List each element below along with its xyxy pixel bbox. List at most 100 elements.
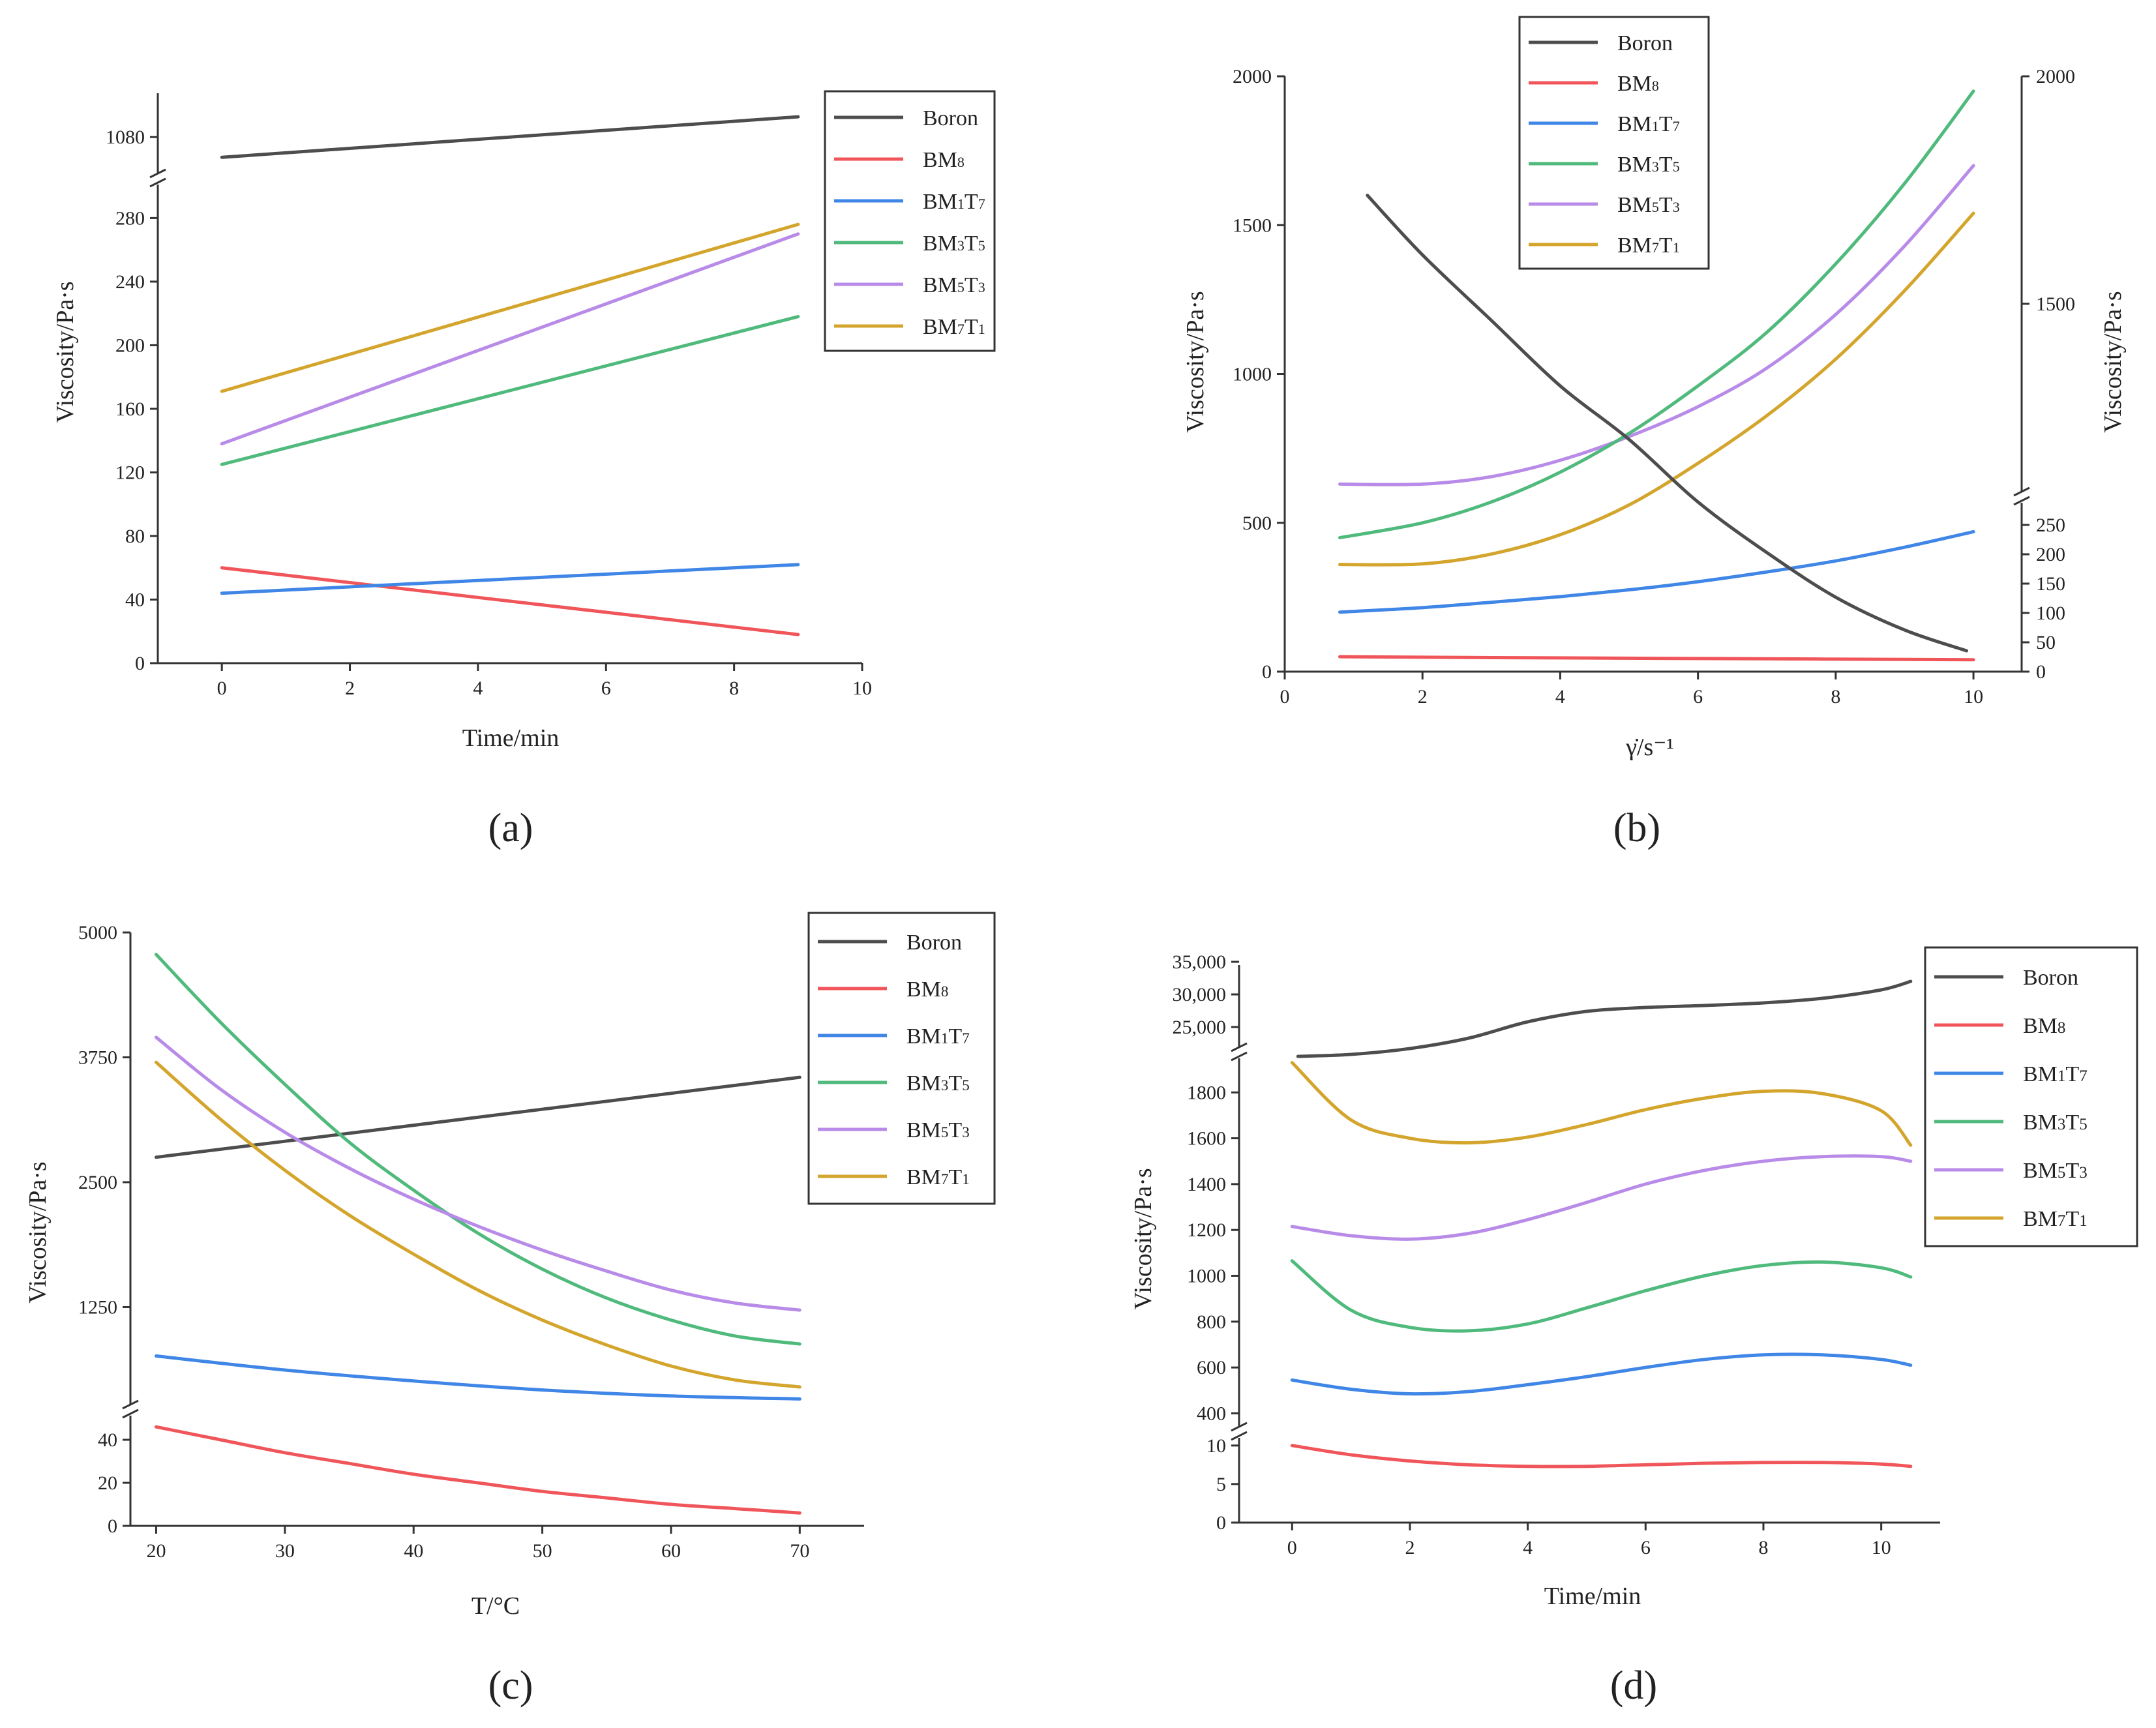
panel-c-legend-label-bm8: BM8 bbox=[906, 977, 948, 1002]
panel-a-chart: 0 2 4 6 8 10040801201602002402801080BoronBM8B… bbox=[52, 90, 996, 850]
panel-a-series-bm1t7-line bbox=[220, 563, 800, 595]
panel-b-y-right-tick-label: 1500 bbox=[2036, 293, 2075, 315]
panel-d-x-tick-label: 6 bbox=[1641, 1537, 1651, 1558]
panel-a-x-tick-label: 0 bbox=[217, 678, 227, 699]
panel-a-legend-label-boron: Boron bbox=[923, 106, 978, 130]
panel-a-legend-label-bm3t5: BM3T5 bbox=[923, 231, 985, 256]
panel-c-x-tick-label: 20 bbox=[146, 1540, 166, 1562]
panel-d-series-bm7t1-line bbox=[1290, 1061, 1913, 1147]
panel-b-series-bm3t5-line bbox=[1338, 89, 1975, 540]
panel-b-axis-break-1 bbox=[2013, 486, 2031, 506]
panel-a-y-tick-label: 120 bbox=[115, 462, 145, 483]
panel-d-y-tick-label: 25,000 bbox=[1173, 1017, 1227, 1038]
panel-b-x-tick-label: 4 bbox=[1555, 686, 1565, 708]
panel-d-y-tick-label: 1000 bbox=[1187, 1266, 1226, 1287]
panel-d-y-tick-label: 0 bbox=[1216, 1512, 1226, 1534]
panel-b-legend-label-bm5t3: BM5T3 bbox=[1617, 193, 1680, 217]
panel-d-y-tick-label: 600 bbox=[1197, 1357, 1226, 1378]
panel-a-x-tick-label: 8 bbox=[729, 678, 739, 699]
panel-a-y-tick-label: 160 bbox=[115, 398, 145, 420]
panel-d-x-tick-label: 4 bbox=[1523, 1537, 1533, 1558]
panel-c-series-bm5t3-line bbox=[154, 1035, 801, 1312]
panel-b-x-tick-label: 6 bbox=[1693, 686, 1703, 708]
panel-a-x-tick-label: 2 bbox=[345, 678, 355, 699]
panel-a-series-bm7t1-line bbox=[220, 222, 800, 393]
panel-c-series-bm7t1-line bbox=[154, 1060, 801, 1389]
panel-d-y-tick-label: 1200 bbox=[1187, 1219, 1226, 1241]
panel-d-legend-box bbox=[1924, 946, 2138, 1247]
panel-a-y-tick-label: 280 bbox=[115, 207, 145, 229]
panel-d-caption: (d) bbox=[1610, 1663, 1657, 1708]
panel-d-y-tick-label: 35,000 bbox=[1173, 951, 1227, 973]
panel-d-axis-break-1 bbox=[1230, 1422, 1248, 1441]
panel-d-series-bm1t7-line bbox=[1290, 1352, 1913, 1396]
panel-b-y-tick-label: 1500 bbox=[1233, 215, 1272, 236]
panel-d-legend-label-bm5t3: BM5T3 bbox=[2023, 1159, 2088, 1183]
panel-b-y-tick-label: 1000 bbox=[1233, 364, 1272, 385]
panel-b-ylabel: Viscosity/Pa·s bbox=[1182, 291, 1209, 432]
panel-a-legend-label-bm1t7: BM1T7 bbox=[923, 190, 985, 214]
panel-c-y-tick-label: 5000 bbox=[78, 922, 117, 944]
panel-c-y-tick-label: 40 bbox=[98, 1429, 117, 1451]
panel-d-legend-label-boron: Boron bbox=[2023, 966, 2078, 990]
panel-b-chart: 0 2 4 6 8 10050010001500200005010015020025015… bbox=[1182, 16, 2127, 850]
panel-b-y-right-tick-label: 250 bbox=[2036, 514, 2065, 536]
panel-b-legend-label-bm1t7: BM1T7 bbox=[1617, 112, 1680, 136]
panel-a-y-tick-label: 240 bbox=[115, 271, 145, 293]
panel-b-legend-label-bm3t5: BM3T5 bbox=[1617, 153, 1680, 177]
panel-b-legend: Boron BM8 BM1T7 BM3T5 BM5T3 BM7T1 bbox=[1518, 16, 1710, 270]
panel-c-axis-break-1 bbox=[121, 1399, 140, 1419]
panel-b-series-boron-line bbox=[1366, 194, 1968, 653]
panel-d-y-tick-label: 1400 bbox=[1187, 1174, 1226, 1195]
panel-a-y-tick-label: 200 bbox=[115, 335, 145, 356]
panel-a-legend-label-bm5t3: BM5T3 bbox=[923, 273, 985, 297]
panel-b-y-right-tick-label: 2000 bbox=[2036, 66, 2075, 87]
panel-c-x-tick-label: 30 bbox=[275, 1540, 295, 1562]
panel-d-axis-break-2 bbox=[1230, 1042, 1248, 1062]
panel-c-x-tick-label: 70 bbox=[790, 1540, 809, 1562]
panel-b-y-tick-label: 500 bbox=[1242, 513, 1272, 534]
panel-c-series-bm1t7-line bbox=[154, 1354, 801, 1401]
panel-b-x-tick-label: 0 bbox=[1280, 686, 1290, 708]
panel-c-series-bm8-line bbox=[154, 1425, 801, 1515]
panel-c-axis-break-stroke bbox=[122, 1399, 139, 1410]
panel-b-series-bm7t1-line bbox=[1338, 211, 1975, 567]
panel-d-y-tick-label: 1800 bbox=[1187, 1082, 1226, 1103]
panel-d-axis-break-stroke bbox=[1231, 1422, 1248, 1432]
panel-d-chart: 0 2 4 6 8 10 0 5 10 400 600 800 1000 1200 1400 1600 1800… bbox=[1130, 946, 2138, 1708]
panel-d-y-tick-label: 1600 bbox=[1187, 1128, 1226, 1150]
panel-a-y-tick-label: 1080 bbox=[106, 127, 145, 148]
panel-d-series-bm3t5-line bbox=[1290, 1259, 1913, 1333]
panel-a-axis-break-stroke bbox=[149, 168, 166, 179]
panel-c-axis-break-stroke bbox=[122, 1408, 139, 1419]
panel-d-legend: Boron BM8 BM1T7 BM3T5 BM5T3 BM7T1 bbox=[1924, 946, 2138, 1247]
panel-d-y-tick-label: 30,000 bbox=[1173, 984, 1227, 1006]
panel-c-y-tick-label: 2500 bbox=[78, 1172, 117, 1193]
panel-c-series-bm3t5-line bbox=[154, 953, 801, 1346]
panel-a-axis-break-stroke bbox=[149, 177, 166, 188]
panel-b-legend-label-bm7t1: BM7T1 bbox=[1617, 233, 1680, 258]
panel-b-x-tick-label: 2 bbox=[1418, 686, 1428, 708]
panel-c-y-tick-label: 1250 bbox=[78, 1296, 117, 1318]
panel-c-y-tick-label: 0 bbox=[108, 1515, 117, 1537]
panel-c-caption: (c) bbox=[488, 1663, 533, 1708]
panel-d-legend-label-bm1t7: BM1T7 bbox=[2023, 1062, 2088, 1086]
panel-a-legend-label-bm8: BM8 bbox=[923, 148, 965, 172]
panel-c-ylabel: Viscosity/Pa·s bbox=[24, 1161, 52, 1303]
panel-c-x-tick-label: 40 bbox=[404, 1540, 423, 1562]
panel-d-x-tick-label: 10 bbox=[1872, 1537, 1891, 1558]
panel-d-ylabel: Viscosity/Pa·s bbox=[1130, 1168, 1157, 1309]
panel-c-xlabel: T/°C bbox=[472, 1592, 520, 1620]
panel-a-y-tick-label: 40 bbox=[125, 589, 145, 610]
panel-d-axis-break-stroke bbox=[1231, 1051, 1248, 1062]
panel-c-series-boron-line bbox=[154, 1075, 801, 1159]
panel-c-x-tick-label: 50 bbox=[533, 1540, 552, 1562]
panel-a-legend-box bbox=[824, 90, 996, 352]
panel-a-series-boron-line bbox=[220, 115, 800, 159]
panel-b-series-bm1t7-line bbox=[1338, 529, 1975, 614]
panel-d-legend-label-bm8: BM8 bbox=[2023, 1014, 2065, 1038]
panel-b-y-right-tick-label: 50 bbox=[2036, 632, 2056, 653]
panel-d-x-tick-label: 2 bbox=[1405, 1537, 1415, 1558]
panel-d-xlabel: Time/min bbox=[1544, 1583, 1641, 1610]
